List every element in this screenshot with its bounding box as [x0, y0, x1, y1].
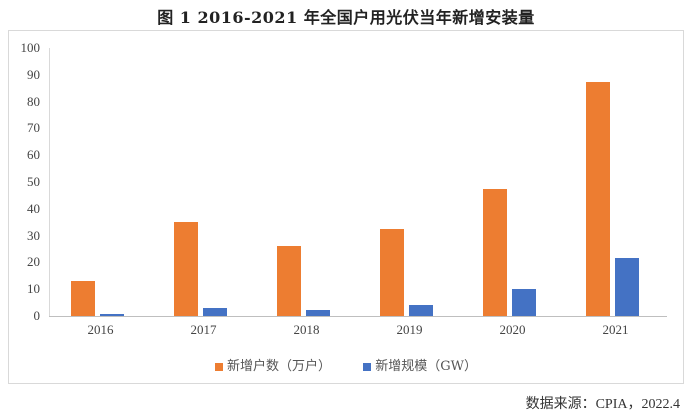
- y-tick-label: 0: [33, 308, 41, 323]
- legend: 新增户数（万户） 新增规模（GW）: [0, 355, 692, 374]
- x-tick-label: 2018: [293, 322, 320, 337]
- chart-frame: [8, 30, 684, 384]
- x-tick-label: 2016: [87, 322, 114, 337]
- y-tick-label: 60: [27, 147, 40, 163]
- y-tick-label: 40: [27, 200, 40, 216]
- y-axis-line: [49, 48, 50, 316]
- y-tick-label: 90: [27, 66, 40, 82]
- y-tick-label: 20: [27, 254, 40, 270]
- bar-capacity: [100, 314, 124, 316]
- bar-households: [277, 246, 301, 316]
- x-tick-label: 2019: [396, 322, 423, 337]
- bar-households: [380, 228, 404, 316]
- chart-title: 图 1 2016-2021 年全国户用光伏当年新增安装量: [157, 8, 535, 27]
- y-tick-label: 10: [27, 281, 40, 297]
- legend-item-households: 新增户数（万户）: [215, 355, 331, 374]
- x-tick-label: 2021: [602, 322, 629, 337]
- legend-label-households: 新增户数（万户）: [227, 359, 332, 374]
- legend-swatch-orange: [215, 362, 224, 371]
- y-tick-label: 30: [27, 227, 40, 243]
- y-tick-label: 100: [20, 40, 41, 55]
- y-tick-label: 50: [27, 174, 40, 189]
- x-tick-label: 2017: [190, 322, 217, 337]
- bar-households: [174, 222, 198, 316]
- y-tick-label: 70: [27, 120, 40, 136]
- x-axis-line: [49, 316, 667, 317]
- bar-capacity: [409, 305, 433, 316]
- y-tick-label: 80: [27, 93, 40, 109]
- legend-label-capacity: 新增规模（GW）: [375, 359, 477, 374]
- bar-capacity: [512, 288, 536, 316]
- bar-households: [71, 281, 95, 316]
- data-source-note: 数据来源：CPIA，2022.4: [525, 397, 680, 412]
- bar-households: [483, 188, 507, 316]
- x-tick-label: 2020: [499, 322, 526, 337]
- legend-item-capacity: 新增规模（GW）: [363, 355, 477, 374]
- legend-swatch-blue: [363, 362, 372, 371]
- bar-capacity: [306, 310, 330, 316]
- bar-households: [586, 81, 610, 316]
- bar-capacity: [203, 308, 227, 316]
- bar-capacity: [615, 258, 639, 316]
